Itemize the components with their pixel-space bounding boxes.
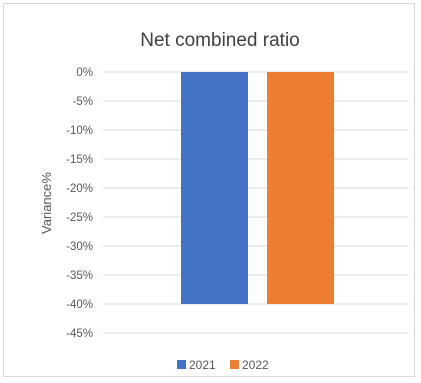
legend: 2021 2022: [177, 358, 269, 372]
y-tick-label: -40%: [66, 299, 93, 311]
y-tick-label: 0%: [76, 67, 93, 79]
y-axis-ticks: 0% -5% -10% -15% -20% -25% -30% -35% -40% -45%: [66, 67, 93, 340]
bars: [181, 72, 334, 304]
y-tick-label: -45%: [66, 328, 93, 340]
y-tick-label: -10%: [66, 125, 93, 137]
legend-label: 2021: [189, 358, 216, 372]
chart-title: Net combined ratio: [140, 30, 299, 51]
y-tick-label: -30%: [66, 241, 93, 253]
bar-2022: [267, 72, 334, 304]
y-tick-label: -25%: [66, 212, 93, 224]
y-tick-label: -5%: [73, 96, 93, 108]
y-tick-label: -20%: [66, 183, 93, 195]
bar-2021: [181, 72, 248, 304]
legend-swatch-2022: [230, 360, 239, 369]
gridlines: [103, 71, 409, 334]
y-axis-label: Variance%: [39, 172, 54, 234]
y-tick-label: -35%: [66, 270, 93, 282]
y-tick-label: -15%: [66, 154, 93, 166]
legend-label: 2022: [242, 358, 269, 372]
legend-swatch-2021: [177, 360, 186, 369]
